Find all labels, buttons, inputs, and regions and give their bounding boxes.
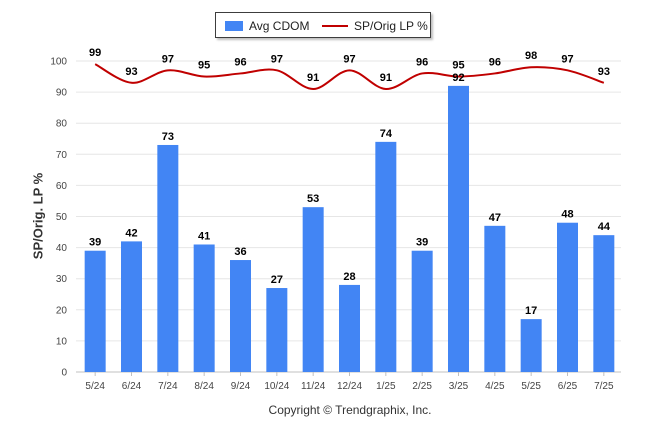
y-axis-title: SP/Orig. LP % [30,172,46,260]
y-tick-label: 50 [56,212,68,223]
bar-data-label: 47 [489,212,501,224]
bar [520,319,542,372]
line-data-label: 91 [380,72,392,84]
bar [230,260,251,372]
x-axis-ticks: 5/24 6/24 7/24 8/24 9/24 10/24 11/24 12/24 1/25 2… [85,372,614,392]
bar [448,85,469,372]
bar [339,284,360,372]
bar-data-label: 39 [416,237,428,249]
line-data-label: 99 [89,47,101,59]
sp-orig-line [94,63,605,90]
x-tick-label: 8/24 [194,381,214,392]
bar [557,222,578,372]
x-tick-label: 10/24 [264,381,289,392]
x-tick-label: 5/24 [85,381,105,392]
line-data-label: 95 [198,60,210,72]
bar-data-label: 74 [380,128,393,140]
bar-data-label: 53 [307,193,319,205]
copyright-text: Copyright © Trendgraphix, Inc. [268,403,432,417]
legend-item-bar[interactable]: Avg CDOM [225,18,309,34]
x-tick-label: 3/25 [449,381,469,392]
x-tick-label: 7/24 [158,381,178,392]
legend-bar-swatch [225,21,243,31]
line-data-label: 96 [234,56,246,68]
bar [121,241,142,372]
bar [375,141,397,372]
x-tick-label: 4/25 [485,381,505,392]
bar [411,250,433,372]
bar-data-label: 36 [234,246,246,258]
line-data-label: 95 [452,60,464,72]
bar [193,244,215,372]
x-tick-label: 9/24 [231,381,251,392]
bar-data-label: 39 [89,237,101,249]
bar-data-label: 92 [452,72,464,84]
x-tick-label: 2/25 [412,381,432,392]
line-data-label: 93 [598,66,610,78]
bar-data-label: 28 [343,271,355,283]
y-tick-label: 100 [50,57,67,68]
bar-data-label: 27 [271,274,283,286]
line-data-label: 97 [343,53,355,65]
y-tick-label: 60 [56,181,68,192]
line-series [94,63,605,90]
line-data-label: 96 [416,56,428,68]
line-data-label: 97 [162,53,174,65]
y-tick-label: 40 [56,243,68,254]
line-data-label: 96 [489,56,501,68]
y-tick-label: 20 [56,305,68,316]
y-tick-label: 0 [61,368,67,379]
line-data-label: 93 [125,66,137,78]
y-tick-label: 30 [56,274,68,285]
bar-series [84,85,615,372]
bar [266,288,288,372]
y-axis-ticks: 0 10 20 30 40 50 60 70 80 90 100 [50,57,67,379]
x-tick-label: 5/25 [521,381,541,392]
line-data-label: 97 [271,53,283,65]
legend-item-line[interactable]: SP/Orig LP % [322,18,428,34]
x-tick-label: 1/25 [376,381,396,392]
line-data-label: 97 [561,53,573,65]
y-tick-label: 70 [56,150,68,161]
bar-data-label: 73 [162,131,174,143]
bar-data-label: 17 [525,305,537,317]
bar-data-label: 42 [125,227,137,239]
data-labels: 99 93 97 95 96 97 91 97 91 96 95 96 98 97 93 39 42 73 41 36… [89,47,611,317]
x-tick-label: 11/24 [301,381,326,392]
legend-line-label: SP/Orig LP % [354,19,428,33]
y-tick-label: 80 [56,119,68,130]
bar-data-label: 48 [561,209,573,221]
legend: Avg CDOM SP/Orig LP % [215,12,431,38]
x-tick-label: 7/25 [594,381,614,392]
y-tick-label: 90 [56,88,68,99]
bar [484,225,506,372]
line-data-label: 91 [307,72,319,84]
x-tick-label: 12/24 [337,381,362,392]
x-tick-label: 6/24 [122,381,142,392]
legend-line-swatch [322,25,348,27]
bar-data-label: 41 [198,230,210,242]
bar [157,144,179,372]
line-data-label: 98 [525,50,537,62]
bar [593,235,615,372]
x-tick-label: 6/25 [558,381,578,392]
y-tick-label: 10 [56,336,68,347]
legend-bar-label: Avg CDOM [249,19,310,33]
bar [302,207,324,372]
bar [84,250,106,372]
bar-data-label: 44 [598,221,611,233]
